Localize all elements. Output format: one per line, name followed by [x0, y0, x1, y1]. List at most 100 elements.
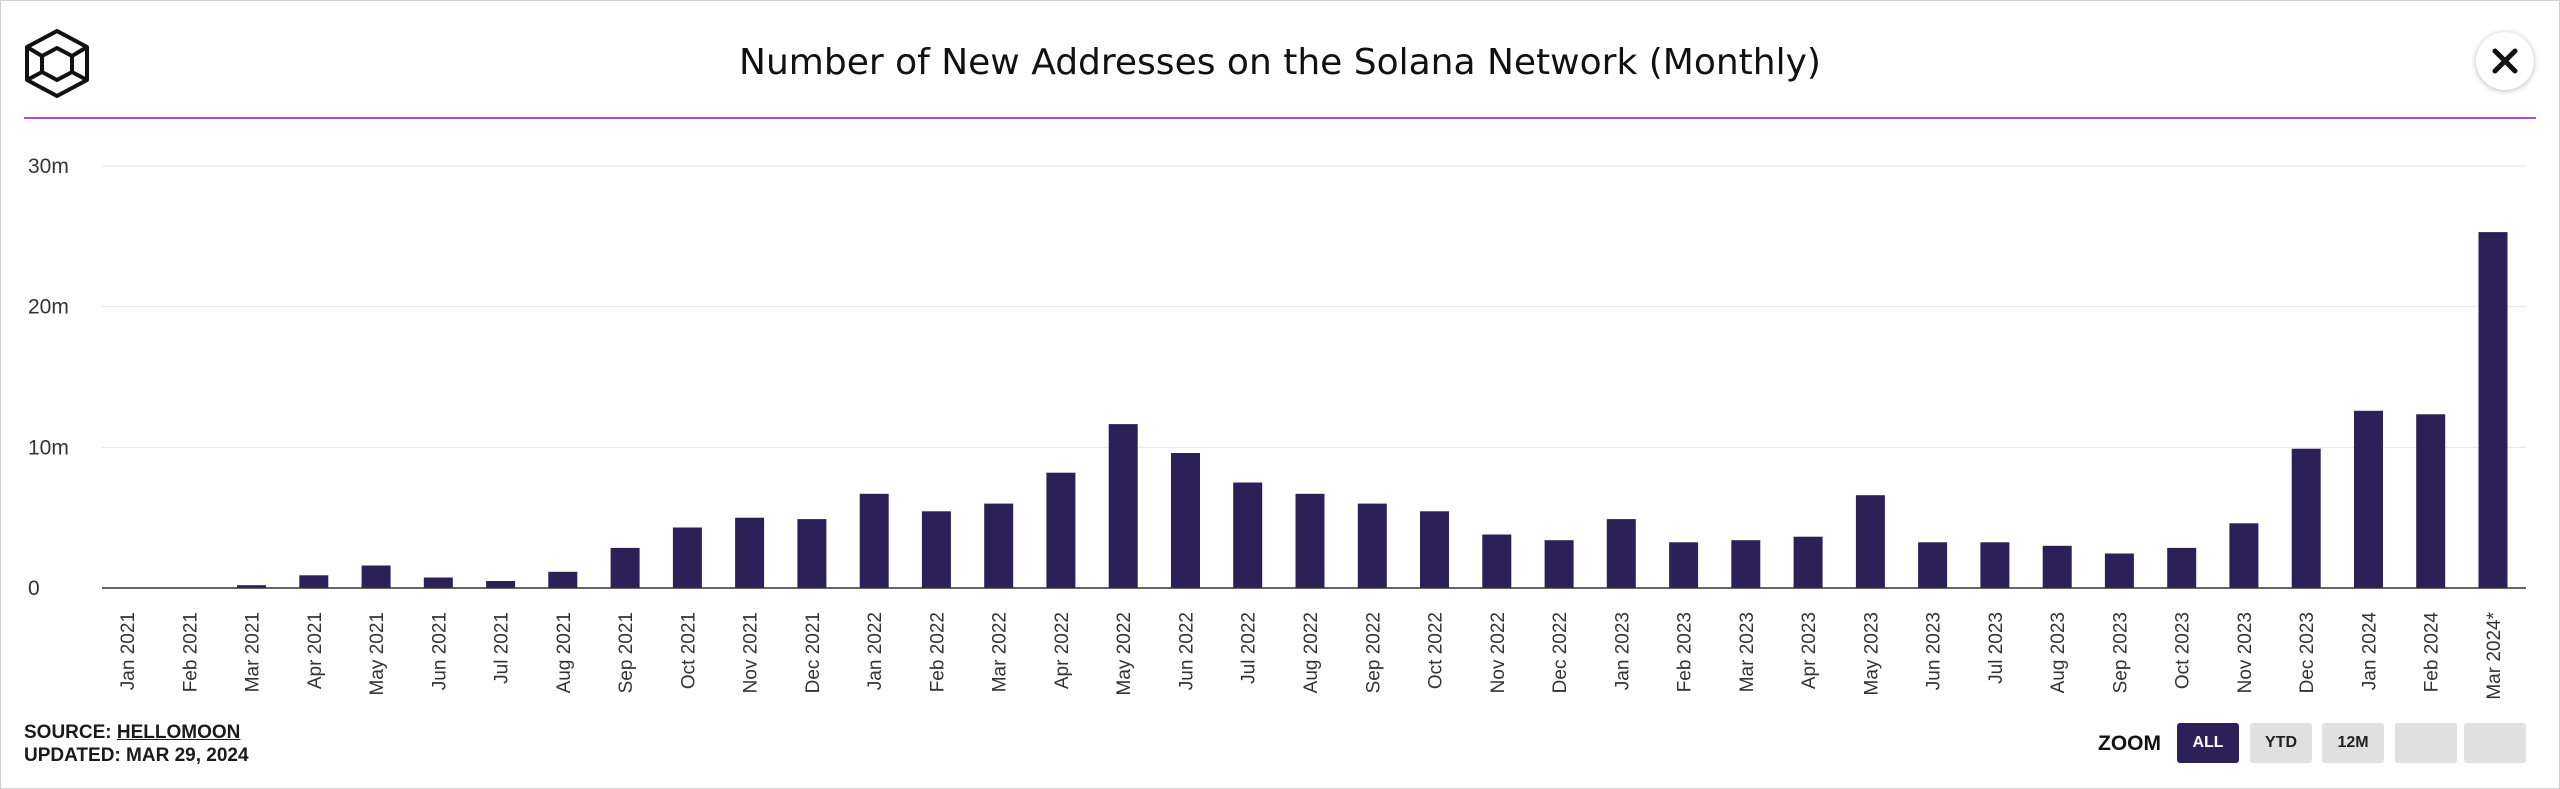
x-tick-label: Nov 2023 — [2235, 612, 2256, 693]
x-tick-label: Dec 2022 — [1550, 612, 1571, 693]
close-icon — [2492, 48, 2518, 74]
x-tick-label: Jun 2021 — [429, 612, 450, 690]
x-tick-label: Jul 2022 — [1239, 612, 1260, 684]
bar[interactable] — [1233, 482, 1263, 589]
x-tick-label: Sep 2021 — [616, 612, 637, 693]
bar[interactable] — [2042, 545, 2072, 588]
bar[interactable] — [1855, 495, 1885, 588]
title-divider — [24, 117, 2536, 119]
x-tick-label: Mar 2022 — [990, 612, 1011, 692]
x-tick-label: Feb 2023 — [1675, 612, 1696, 692]
y-tick-label: 30m — [28, 155, 69, 178]
bar[interactable] — [486, 581, 516, 588]
bar[interactable] — [921, 511, 951, 588]
x-tick-label: Aug 2023 — [2048, 612, 2069, 693]
x-tick-label: Oct 2021 — [678, 612, 699, 689]
x-tick-label: Feb 2024 — [2422, 612, 2443, 693]
bar[interactable] — [237, 585, 266, 588]
bar[interactable] — [1669, 542, 1699, 588]
bar[interactable] — [2354, 410, 2383, 588]
bar[interactable] — [299, 575, 329, 588]
x-tick-label: Nov 2022 — [1488, 612, 1509, 693]
y-tick-label: 10m — [28, 436, 69, 459]
bar[interactable] — [548, 571, 578, 588]
bars — [237, 232, 2508, 588]
bar[interactable] — [984, 503, 1014, 588]
zoom-button-4[interactable] — [2395, 723, 2457, 763]
zoom-all-button[interactable]: ALL — [2177, 723, 2239, 763]
x-tick-label: Jul 2021 — [492, 612, 513, 684]
y-tick-label: 0 — [28, 577, 40, 600]
bar[interactable] — [423, 577, 453, 589]
bar[interactable] — [1046, 472, 1076, 588]
x-tick-label: Jan 2023 — [1612, 612, 1633, 690]
bar[interactable] — [1793, 536, 1823, 588]
bar[interactable] — [2416, 414, 2446, 588]
x-tick-label: Aug 2022 — [1301, 612, 1322, 693]
x-tick-label: Jul 2023 — [1986, 612, 2007, 684]
bar[interactable] — [2478, 232, 2508, 588]
x-tick-label: Oct 2022 — [1426, 612, 1447, 689]
bar[interactable] — [735, 517, 765, 588]
bar[interactable] — [2229, 523, 2259, 588]
x-tick-label: Apr 2021 — [305, 612, 326, 689]
source-link[interactable]: HELLOMOON — [116, 722, 241, 743]
gridlines — [102, 165, 2526, 448]
x-tick-label: Aug 2021 — [554, 612, 575, 693]
x-tick-label: Jun 2023 — [1924, 612, 1945, 690]
x-tick-label: May 2023 — [1861, 612, 1882, 695]
bar[interactable] — [1295, 493, 1325, 588]
cube-logo-icon — [25, 29, 89, 98]
zoom-label: ZOOM — [2098, 732, 2161, 755]
x-tick-label: Apr 2022 — [1052, 612, 1073, 689]
bar[interactable] — [2167, 547, 2197, 588]
x-tick-label: Sep 2022 — [1363, 612, 1384, 693]
x-tick-label: May 2022 — [1114, 612, 1135, 695]
zoom-12m-button[interactable]: 12M — [2322, 723, 2384, 763]
source-block: SOURCE: HELLOMOON UPDATED: MAR 29, 2024 — [24, 721, 249, 767]
x-tick-label: Feb 2022 — [927, 612, 948, 692]
bar[interactable] — [610, 547, 640, 588]
x-tick-label: Jun 2022 — [1177, 612, 1198, 690]
bar[interactable] — [1606, 519, 1636, 588]
x-tick-label: Nov 2021 — [741, 612, 762, 693]
source-line: SOURCE: HELLOMOON — [24, 721, 249, 744]
zoom-ytd-button[interactable]: YTD — [2250, 723, 2312, 763]
x-tick-label: Dec 2023 — [2297, 612, 2318, 693]
y-axis-ticks: 0 10m 20m 30m — [28, 155, 69, 600]
x-tick-label: Mar 2021 — [243, 612, 264, 692]
x-tick-label: Jan 2021 — [118, 612, 139, 690]
bar[interactable] — [2104, 553, 2134, 589]
x-tick-label: Apr 2023 — [1799, 612, 1820, 689]
source-prefix: SOURCE: — [24, 722, 112, 743]
bar[interactable] — [1482, 534, 1512, 589]
bar[interactable] — [1171, 453, 1200, 588]
updated-date: UPDATED: MAR 29, 2024 — [24, 745, 249, 766]
y-tick-label: 20m — [28, 296, 69, 319]
bar[interactable] — [797, 519, 827, 588]
x-tick-label: Jan 2022 — [865, 612, 886, 690]
bar[interactable] — [1980, 542, 2010, 588]
x-tick-label: Oct 2023 — [2173, 612, 2194, 689]
x-tick-label: Sep 2023 — [2110, 612, 2131, 693]
bar-chart: 0 10m 20m 30m Jan 2021 Feb 2021 Mar 2021 Apr 2… — [28, 155, 2526, 700]
bar[interactable] — [1731, 540, 1761, 588]
x-tick-label: Mar 2024* — [2484, 611, 2505, 699]
bar[interactable] — [672, 527, 702, 589]
bar[interactable] — [2291, 448, 2321, 588]
x-tick-label: Mar 2023 — [1737, 612, 1758, 692]
bar[interactable] — [1420, 511, 1449, 588]
bar[interactable] — [1357, 503, 1387, 588]
x-tick-label: Jan 2024 — [2360, 612, 2381, 691]
bar[interactable] — [1108, 424, 1138, 588]
close-button[interactable] — [2476, 32, 2534, 90]
x-axis-ticks: Jan 2021 Feb 2021 Mar 2021 Apr 2021 May 2021… — [118, 611, 2505, 699]
bar[interactable] — [361, 565, 391, 589]
x-tick-label: May 2021 — [367, 612, 388, 695]
x-tick-label: Feb 2021 — [180, 612, 201, 692]
bar[interactable] — [1918, 542, 1948, 588]
zoom-button-5[interactable] — [2464, 723, 2526, 763]
bar[interactable] — [859, 493, 889, 588]
chart-title: Number of New Addresses on the Solana Ne… — [739, 42, 1821, 83]
bar[interactable] — [1544, 540, 1574, 588]
